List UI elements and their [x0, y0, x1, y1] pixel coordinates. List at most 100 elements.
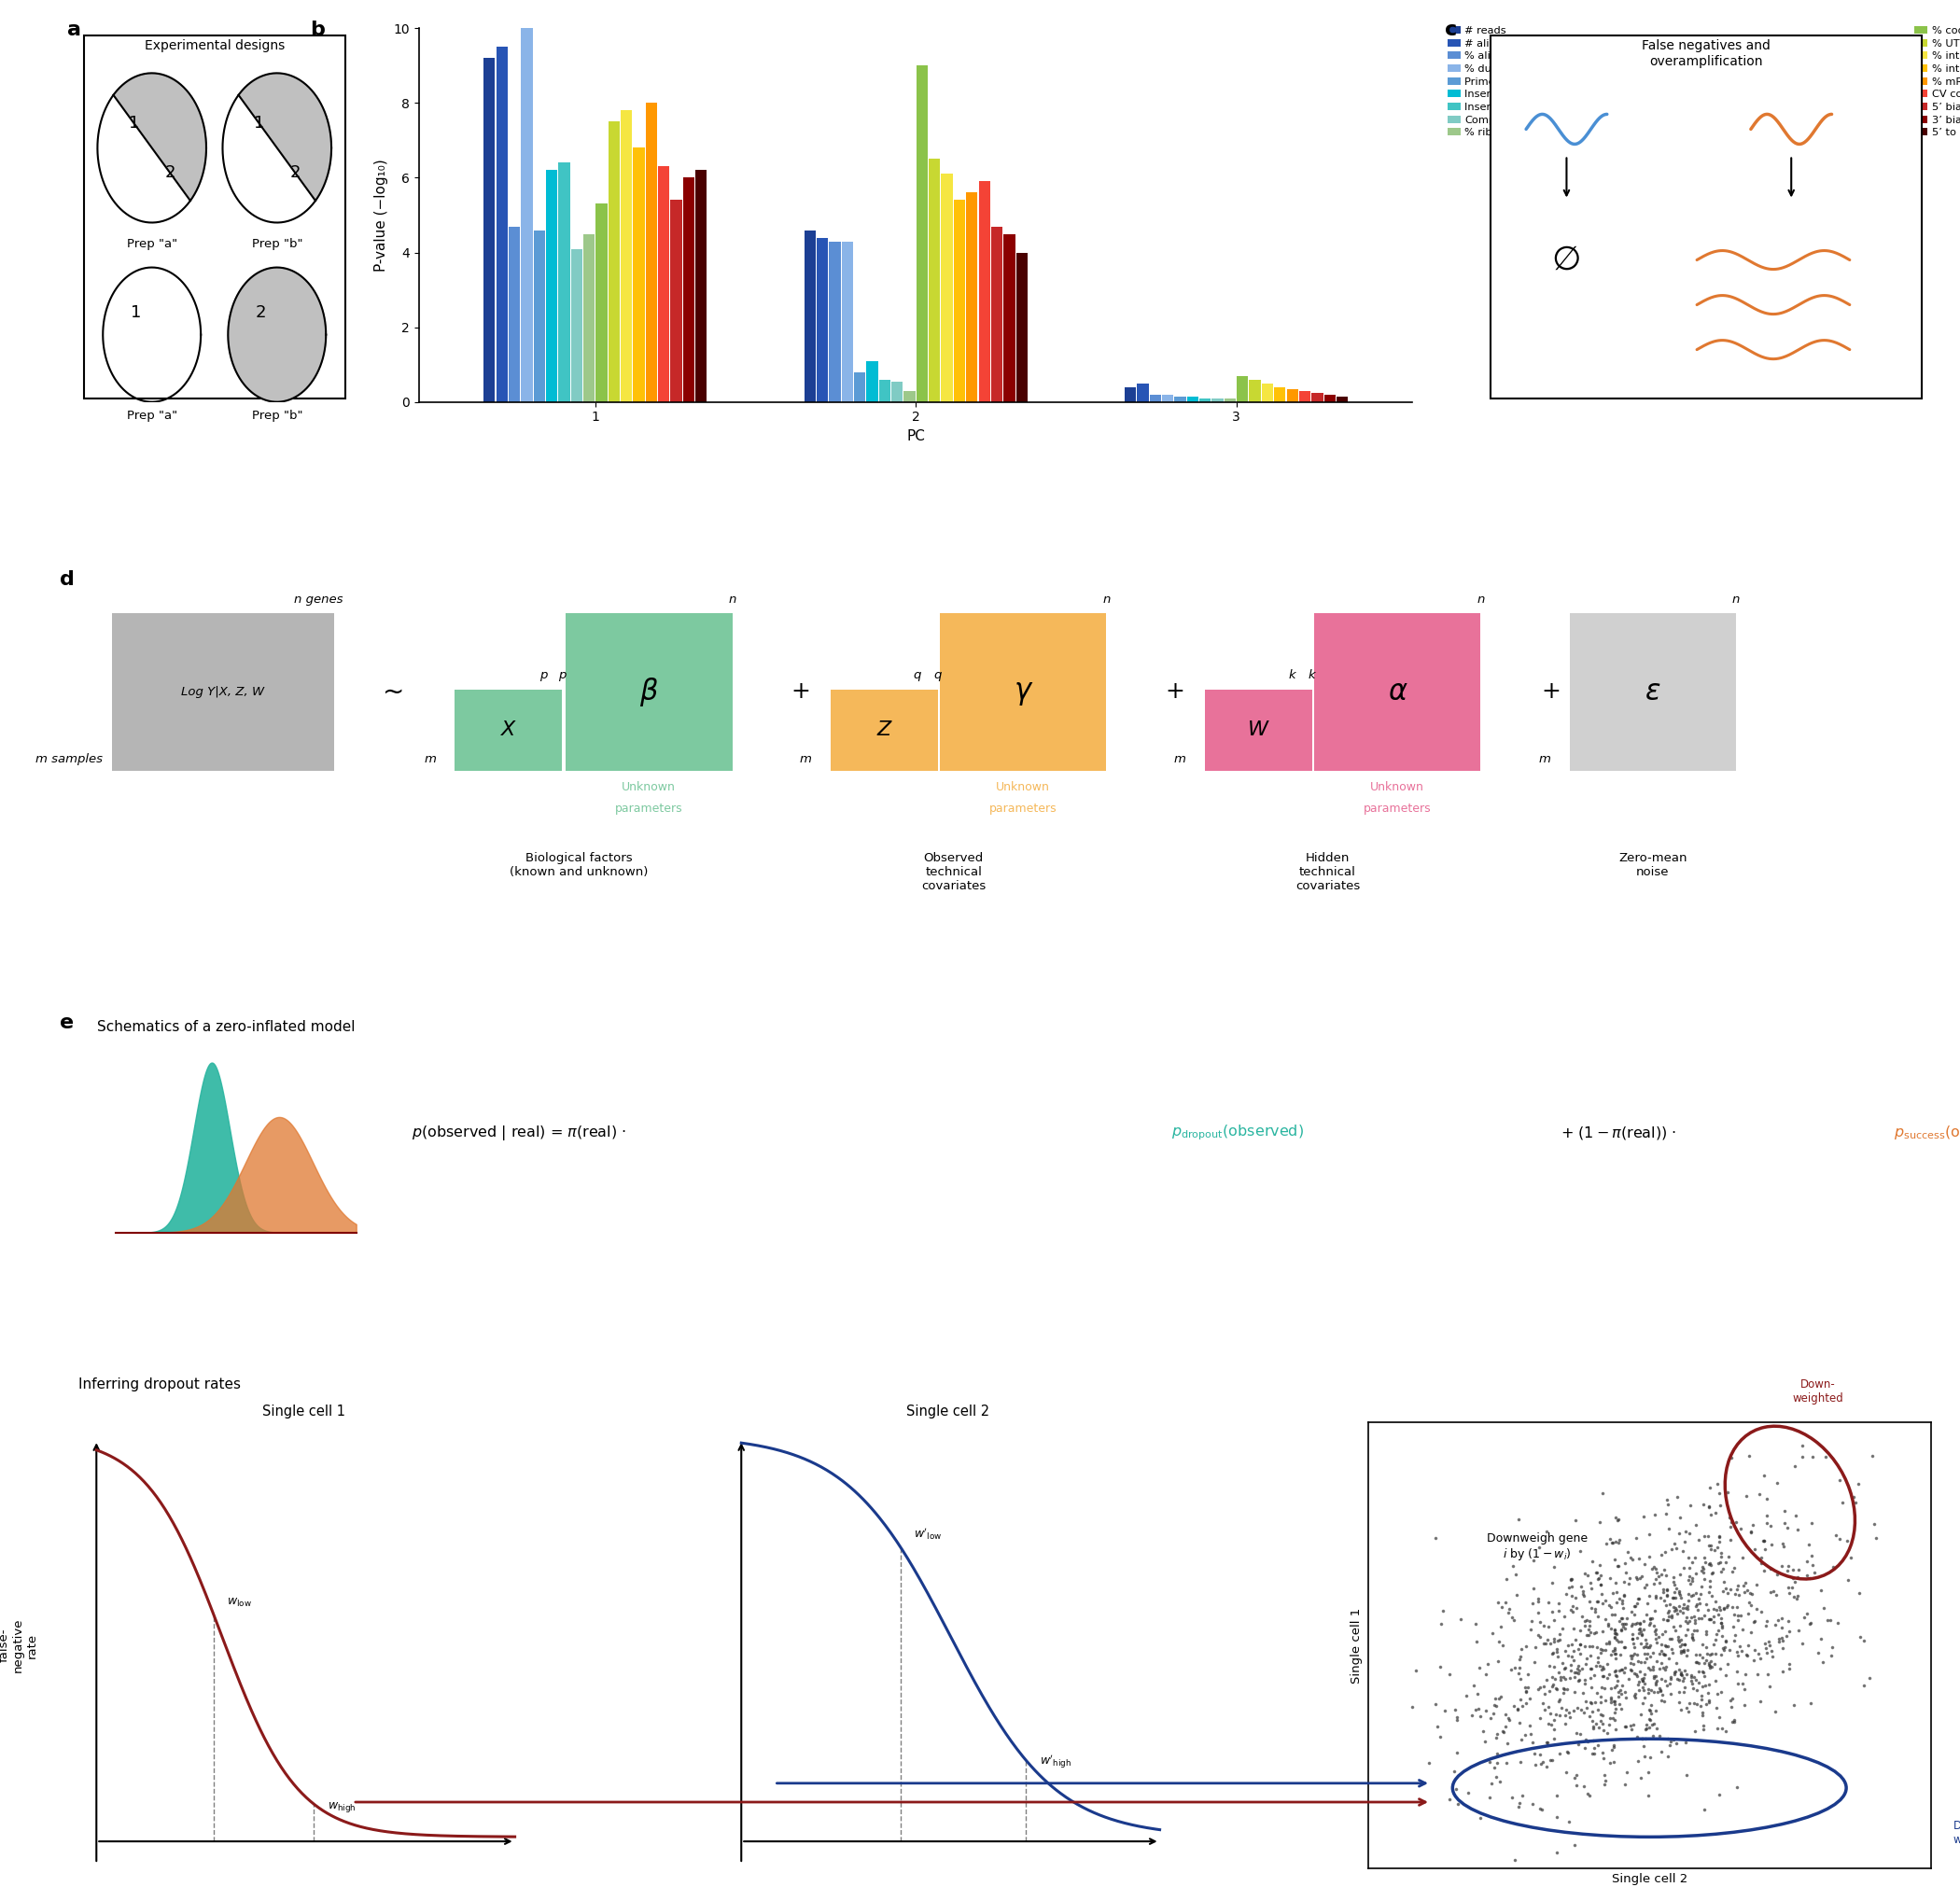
Point	[1599, 1638, 1631, 1668]
Point	[1513, 1659, 1544, 1689]
Point	[1641, 1627, 1672, 1657]
Point	[1578, 1706, 1609, 1736]
Point	[1815, 1640, 1846, 1670]
Point	[1574, 1687, 1605, 1717]
Text: $+\ (1 - \pi$(real)) $\cdot$: $+\ (1 - \pi$(real)) $\cdot$	[1560, 1125, 1676, 1142]
Point	[1593, 1562, 1625, 1593]
Point	[1791, 1561, 1823, 1591]
Point	[1535, 1698, 1566, 1728]
Point	[1711, 1715, 1742, 1745]
Point	[1701, 1549, 1733, 1579]
Point	[1727, 1668, 1758, 1698]
Point	[1750, 1606, 1782, 1636]
Point	[1539, 1627, 1570, 1657]
Point	[1668, 1636, 1699, 1666]
Point	[1531, 1727, 1562, 1757]
Point	[1588, 1661, 1619, 1691]
Point	[1568, 1732, 1599, 1762]
Point	[1460, 1610, 1492, 1640]
Point	[1688, 1642, 1719, 1672]
Point	[1633, 1632, 1664, 1662]
Point	[1652, 1513, 1684, 1544]
Point	[1599, 1657, 1631, 1687]
Point	[1603, 1689, 1635, 1719]
Point	[1590, 1628, 1621, 1659]
Point	[1664, 1610, 1695, 1640]
Point	[1599, 1689, 1631, 1719]
Point	[1554, 1662, 1586, 1693]
Point	[1490, 1712, 1521, 1742]
Point	[1705, 1602, 1737, 1632]
FancyBboxPatch shape	[455, 689, 563, 770]
Point	[1652, 1604, 1684, 1634]
Point	[1652, 1723, 1684, 1753]
Point	[1748, 1527, 1780, 1557]
Text: Down-
weighted: Down- weighted	[1952, 1819, 1960, 1845]
Point	[1564, 1655, 1595, 1685]
Point	[1797, 1442, 1829, 1472]
Point	[1635, 1691, 1666, 1721]
Point	[1690, 1619, 1721, 1649]
Point	[1619, 1632, 1650, 1662]
Point	[1701, 1619, 1733, 1649]
Bar	[696, 170, 708, 402]
Point	[1754, 1553, 1786, 1583]
Bar	[1162, 394, 1174, 402]
Point	[1827, 1487, 1858, 1517]
Point	[1644, 1676, 1676, 1706]
Point	[1646, 1647, 1678, 1678]
Point	[1550, 1700, 1582, 1730]
Point	[1729, 1576, 1760, 1606]
Point	[1668, 1634, 1699, 1664]
Point	[1688, 1555, 1719, 1585]
Point	[1701, 1693, 1733, 1723]
Point	[1695, 1651, 1727, 1681]
Point	[1633, 1638, 1664, 1668]
Point	[1495, 1655, 1527, 1685]
Point	[1756, 1642, 1788, 1672]
Bar	[955, 200, 964, 402]
FancyBboxPatch shape	[566, 613, 733, 770]
Point	[1499, 1559, 1531, 1589]
Text: m samples: m samples	[35, 753, 102, 764]
Point	[1654, 1668, 1686, 1698]
Point	[1748, 1527, 1780, 1557]
Point	[1778, 1581, 1809, 1611]
Point	[1725, 1600, 1756, 1630]
Point	[1519, 1632, 1550, 1662]
Point	[1744, 1596, 1776, 1627]
Point	[1686, 1604, 1717, 1634]
Point	[1672, 1608, 1703, 1638]
Point	[1809, 1593, 1840, 1623]
Point	[1670, 1693, 1701, 1723]
Point	[1570, 1604, 1601, 1634]
Text: Unknown: Unknown	[1370, 781, 1425, 793]
Point	[1666, 1659, 1697, 1689]
Point	[1684, 1657, 1715, 1687]
Point	[1572, 1693, 1603, 1723]
Bar	[1337, 396, 1348, 402]
Point	[1539, 1606, 1570, 1636]
Text: Down-
weighted: Down- weighted	[1793, 1378, 1844, 1404]
Point	[1574, 1619, 1605, 1649]
Point	[1727, 1636, 1758, 1666]
Point	[1729, 1674, 1760, 1704]
Polygon shape	[227, 268, 325, 402]
Point	[1737, 1579, 1768, 1610]
Point	[1525, 1672, 1556, 1702]
Point	[1709, 1661, 1740, 1691]
Point	[1766, 1657, 1797, 1687]
Point	[1527, 1795, 1558, 1825]
Point	[1578, 1738, 1609, 1768]
Bar	[915, 66, 927, 402]
Point	[1539, 1651, 1570, 1681]
Point	[1486, 1591, 1517, 1621]
Text: 1: 1	[129, 115, 139, 132]
Point	[1733, 1598, 1764, 1628]
X-axis label: PC: PC	[907, 428, 925, 443]
Point	[1660, 1615, 1691, 1645]
Point	[1658, 1659, 1690, 1689]
Point	[1817, 1551, 1848, 1581]
Point	[1494, 1595, 1525, 1625]
Point	[1648, 1640, 1680, 1670]
